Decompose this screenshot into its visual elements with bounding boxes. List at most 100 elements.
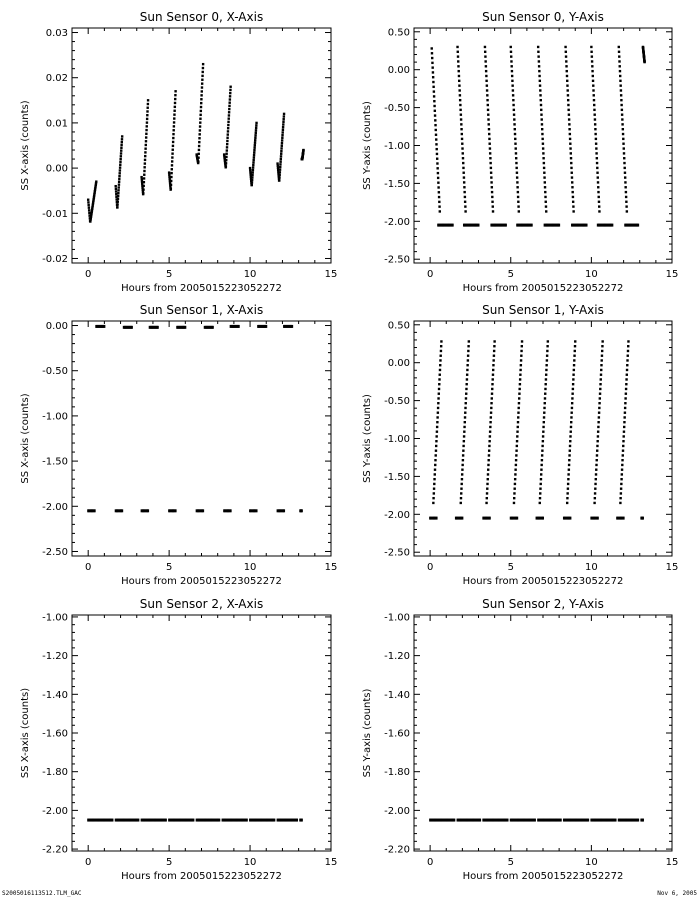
data-segment-10 [462, 223, 480, 227]
y-tick-label: 0.50 [388, 320, 410, 331]
data-point [111, 818, 114, 822]
data-point [300, 509, 303, 513]
x-tick-label: 15 [666, 562, 679, 573]
data-point [607, 818, 610, 822]
data-point [617, 516, 620, 520]
data-point [238, 818, 241, 822]
data-point [488, 516, 491, 520]
data-point [477, 223, 480, 227]
data-point [544, 378, 548, 381]
data-point [430, 52, 434, 55]
data-point [573, 349, 576, 353]
data-point [464, 397, 468, 400]
data-point [517, 205, 520, 208]
data-point [475, 223, 478, 227]
data-point [565, 65, 568, 68]
data-point [541, 439, 545, 443]
data-point [461, 516, 464, 520]
data-point [439, 359, 442, 362]
data-point [276, 509, 279, 513]
data-point [249, 509, 252, 513]
data-point [461, 147, 464, 150]
data-point [621, 454, 624, 457]
data-point [436, 162, 439, 165]
data-point [433, 482, 436, 486]
data-point [517, 411, 520, 414]
data-point [259, 324, 262, 328]
data-point [489, 161, 492, 165]
data-point [252, 163, 255, 167]
data-point [430, 818, 433, 822]
data-point [236, 324, 239, 328]
y-tick-label: -2.00 [42, 806, 68, 817]
data-point [441, 818, 444, 822]
data-point [516, 181, 519, 184]
data-point [543, 223, 546, 227]
data-point [90, 213, 93, 217]
data-point [567, 108, 570, 112]
data-point [253, 818, 256, 822]
data-point [457, 60, 460, 63]
data-point [123, 818, 126, 822]
data-point [462, 223, 465, 227]
data-point [462, 439, 466, 443]
data-point [625, 378, 628, 381]
data-point [527, 223, 530, 227]
data-point [143, 169, 146, 173]
data-point [516, 190, 520, 194]
data-point [623, 176, 627, 179]
data-point [281, 136, 284, 139]
data-point [458, 818, 461, 822]
data-point [552, 818, 555, 822]
data-point [204, 325, 207, 329]
data-point [201, 62, 205, 66]
data-point [488, 132, 491, 136]
data-point [237, 324, 240, 328]
data-point [621, 128, 625, 131]
data-point [255, 818, 258, 822]
data-point [525, 818, 528, 822]
data-point [617, 818, 620, 822]
y-tick-label: -1.20 [42, 651, 68, 662]
x-tick-label: 5 [508, 269, 514, 280]
data-point [200, 509, 203, 513]
data-point [107, 818, 110, 822]
data-point [229, 509, 232, 513]
data-point [624, 186, 627, 189]
data-point [583, 818, 586, 822]
data-point [169, 509, 172, 513]
data-segment-7 [617, 45, 629, 213]
data-point [592, 89, 595, 92]
data-point [180, 325, 183, 329]
data-point [542, 425, 545, 429]
data-point [543, 176, 546, 179]
data-point [620, 113, 624, 116]
data-point [499, 818, 502, 822]
data-point [511, 89, 515, 92]
x-tick-label: 15 [666, 269, 679, 280]
data-point [573, 354, 576, 357]
data-point [252, 509, 255, 513]
data-point [463, 190, 466, 194]
data-point [205, 818, 208, 822]
data-point [571, 387, 575, 391]
data-point [569, 157, 573, 160]
data-point [432, 516, 435, 520]
data-segment-4 [537, 818, 562, 822]
data-point [234, 324, 237, 328]
data-point [569, 516, 572, 520]
data-point [229, 85, 232, 88]
data-point [261, 818, 264, 822]
data-point [462, 176, 466, 179]
data-point [565, 60, 568, 63]
data-point [622, 142, 625, 145]
data-point [502, 223, 505, 227]
data-point [116, 200, 120, 203]
data-point [590, 516, 593, 520]
y-tick-label: -1.60 [384, 729, 410, 740]
data-point [254, 509, 257, 513]
data-point [608, 818, 611, 822]
data-point [513, 128, 516, 131]
data-point [466, 359, 470, 362]
data-point [477, 818, 480, 822]
